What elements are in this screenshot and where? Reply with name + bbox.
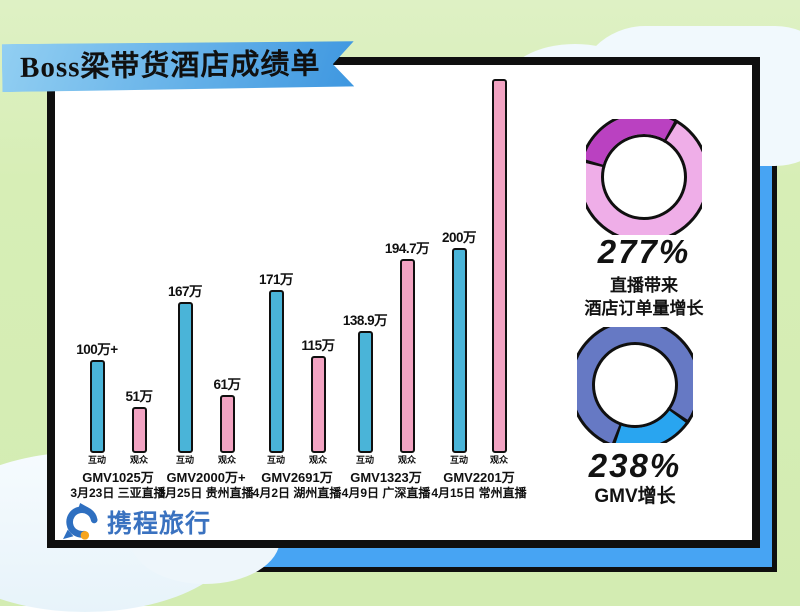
date-label: 3月25日 贵州直播 <box>158 486 254 500</box>
bar-value-label: 200万 <box>441 230 477 245</box>
bar-interaction <box>269 290 284 453</box>
series-axis-label: 观众 <box>217 455 236 465</box>
gmv-label: GMV1025万 <box>82 470 154 485</box>
bar-value-label: 51万 <box>125 389 153 404</box>
bar-value-label: 167万 <box>167 284 203 299</box>
bar-interaction <box>358 331 373 453</box>
series-axis-label: 观众 <box>308 455 327 465</box>
ctrip-dolphin-icon <box>63 503 98 540</box>
bar-value-label: 100万+ <box>76 342 118 357</box>
series-axis-label: 互动 <box>87 455 106 465</box>
order-growth-percent: 277% <box>597 233 691 270</box>
order-growth-caption-line1: 直播带来 <box>610 276 678 295</box>
order-growth-caption-line2: 酒店订单量增长 <box>584 299 704 318</box>
report-card-panel: 100万+ 互动 51万观众 GMV1025万 3月23日 三亚直播 167万互动 61万观… <box>47 57 760 548</box>
series-axis-label: 互动 <box>355 455 374 465</box>
donut-chart-gmv-growth <box>577 327 693 443</box>
bar-chart: 100万+ 互动 51万观众 GMV1025万 3月23日 三亚直播 167万互动 61万观… <box>55 65 752 540</box>
bar-interaction <box>90 360 105 453</box>
bar-value-label: 194.7万 <box>384 241 430 256</box>
bar-value-label: 171万 <box>258 272 294 287</box>
bar-audience <box>311 356 326 453</box>
bar-interaction <box>452 248 467 453</box>
bar-audience <box>220 395 235 453</box>
page-title: Boss梁带货酒店成绩单 <box>19 48 321 84</box>
donut-chart-order-growth <box>586 119 702 235</box>
bar-value-label: 61万 <box>213 377 241 392</box>
date-label: 4月2日 湖州直播 <box>252 486 342 500</box>
series-axis-label: 互动 <box>449 455 468 465</box>
gmv-label: GMV2201万 <box>443 470 515 485</box>
gmv-growth-caption: GMV增长 <box>594 486 676 507</box>
series-axis-label: 观众 <box>489 455 508 465</box>
series-axis-label: 互动 <box>175 455 194 465</box>
date-label: 4月9日 广深直播 <box>341 486 431 500</box>
gmv-label: GMV1323万 <box>350 470 422 485</box>
bar-audience <box>132 407 147 453</box>
gmv-growth-percent: 238% <box>588 447 682 484</box>
bar-audience <box>400 259 415 453</box>
ctrip-logo-text: 携程旅行 <box>107 510 212 538</box>
title-ribbon: Boss梁带货酒店成绩单 <box>2 40 355 92</box>
gmv-label: GMV2000万+ <box>166 470 246 485</box>
gmv-label: GMV2691万 <box>261 470 333 485</box>
bar-value-label: 138.9万 <box>342 313 388 328</box>
series-axis-label: 观众 <box>397 455 416 465</box>
date-label: 3月23日 三亚直播 <box>70 486 166 500</box>
bar-value-label: 115万 <box>301 338 335 353</box>
series-axis-label: 互动 <box>266 455 285 465</box>
series-axis-label: 观众 <box>129 455 148 465</box>
ctrip-logo: 携程旅行 <box>63 503 211 541</box>
date-label: 4月15日 常州直播 <box>431 486 527 500</box>
bar-interaction <box>178 302 193 453</box>
bar-audience <box>492 79 507 453</box>
